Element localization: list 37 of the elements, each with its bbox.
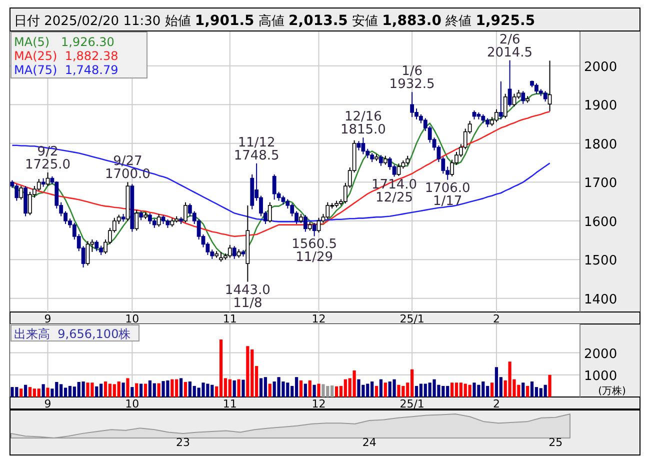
annotation: 1443.0 11/8 [224,282,270,311]
ytick: 1600 [584,214,618,230]
annotation: 1/6 1932.5 [389,64,435,92]
legend: MA(5) 1,926.30 MA(25) 1,882.38 MA(75) 1,748.79 [10,32,148,78]
xtick: 11 [222,312,237,326]
xtick: 2 [492,398,500,410]
xtick: 11 [222,398,237,410]
xtick: 24 [362,436,376,449]
xtick: 10 [125,398,140,410]
annotation: 11/12 1748.5 [234,135,280,164]
y-axis-title: (万株) [598,385,626,397]
xtick: 25/1 [400,312,424,326]
annotation: 9/27 1700.0 [104,154,150,182]
ytick: 1900 [584,98,618,114]
xtick: 9 [44,398,52,410]
xtick: 9 [44,312,52,326]
xtick: 23 [176,436,190,449]
chart-title: 出来高 9,656,100株 [14,327,131,341]
ytick: 1400 [584,292,618,308]
annotation: 1706.0 1/17 [424,180,470,209]
xtick: 25/1 [400,398,424,410]
ytick: 1500 [584,254,618,269]
xtick: 2 [492,312,500,326]
xtick: 12 [312,398,326,410]
ytick: 1000 [584,368,618,384]
annotation: 1560.5 11/29 [292,237,338,266]
xtick: 12 [312,312,326,326]
xtick: 10 [125,312,140,326]
xtick: 25 [548,436,563,449]
ytick: 1700 [584,176,618,192]
annotation: 9/2 1725.0 [25,144,70,172]
ytick: 2000 [584,346,618,362]
annotation: 12/16 1815.0 [340,110,386,138]
chart-title: 日付 2025/02/20 11:30 始値 1,901.5 高値 2,013.5 安値 1,883.0 終値 1,925.5 [14,13,536,29]
ytick: 1800 [584,137,618,152]
ytick: 2000 [584,60,618,75]
annotation: 2/6 2014.5 [487,32,533,60]
